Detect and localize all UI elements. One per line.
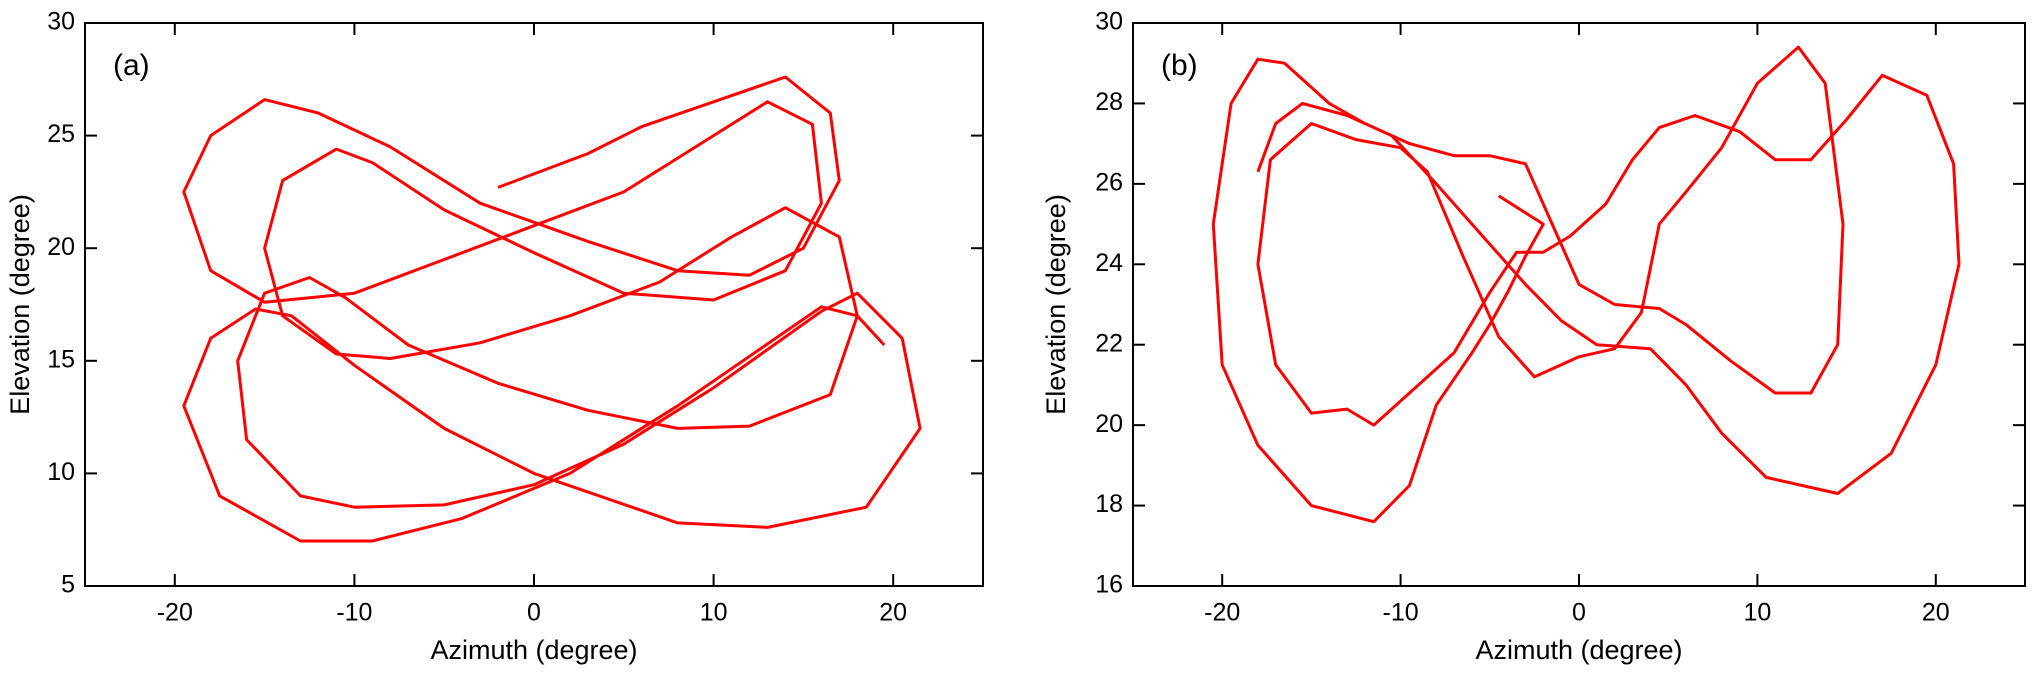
y-axis-label: Elevation (degree) bbox=[1041, 194, 1071, 415]
plot-frame bbox=[84, 22, 984, 587]
y-tick-label: 16 bbox=[1095, 571, 1123, 599]
x-tick-label: -20 bbox=[157, 599, 193, 627]
y-tick-label: 20 bbox=[47, 233, 75, 261]
x-tick-label: 10 bbox=[700, 599, 728, 627]
panel-label: (b) bbox=[1161, 49, 1198, 82]
x-tick-label: 10 bbox=[1743, 599, 1771, 627]
y-tick-label: 5 bbox=[61, 571, 75, 599]
y-tick-label: 25 bbox=[47, 120, 75, 148]
trajectory-line bbox=[1211, 45, 1961, 524]
x-axis-label: Azimuth (degree) bbox=[430, 635, 637, 665]
panel-label: (a) bbox=[113, 49, 150, 82]
x-tick-label: 20 bbox=[879, 599, 907, 627]
y-tick-label: 15 bbox=[47, 345, 75, 373]
x-tick-label: -20 bbox=[1204, 599, 1240, 627]
y-tick-label: 20 bbox=[1095, 410, 1123, 438]
y-tick-label: 30 bbox=[1095, 8, 1123, 36]
y-axis-label: Elevation (degree) bbox=[5, 194, 35, 415]
plot-frame bbox=[1132, 22, 2026, 587]
y-tick-label: 30 bbox=[47, 8, 75, 36]
x-tick-label: -10 bbox=[336, 599, 372, 627]
y-tick-label: 24 bbox=[1095, 249, 1123, 277]
x-tick-label: 0 bbox=[527, 599, 541, 627]
y-tick-label: 18 bbox=[1095, 490, 1123, 518]
x-tick-label: 0 bbox=[1572, 599, 1586, 627]
x-tick-label: 20 bbox=[1922, 599, 1950, 627]
x-tick-label: -10 bbox=[1383, 599, 1419, 627]
y-tick-label: 10 bbox=[47, 458, 75, 486]
y-tick-label: 26 bbox=[1095, 168, 1123, 196]
y-tick-label: 22 bbox=[1095, 329, 1123, 357]
x-axis-label: Azimuth (degree) bbox=[1475, 635, 1682, 665]
trajectory-line bbox=[182, 75, 922, 543]
y-tick-label: 28 bbox=[1095, 88, 1123, 116]
